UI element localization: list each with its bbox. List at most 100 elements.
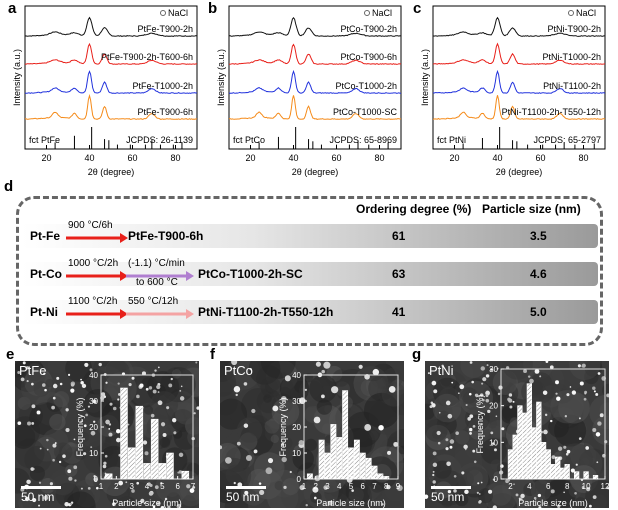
particle	[90, 430, 96, 436]
panel-letter-c: c	[413, 0, 422, 17]
background-blob	[461, 387, 478, 404]
particle	[487, 409, 491, 414]
particle	[17, 371, 21, 374]
particle	[505, 479, 509, 484]
x-tick-label: 8	[565, 482, 570, 491]
particle	[236, 441, 241, 446]
particle	[196, 406, 199, 410]
histogram-bar	[318, 439, 325, 480]
particle	[143, 502, 146, 505]
particle	[469, 432, 472, 435]
jcpds-label: JCPDS: 65-8969	[329, 135, 397, 145]
particle	[281, 395, 287, 402]
precursor-label: Pt-Co	[30, 267, 62, 281]
particle	[154, 485, 159, 490]
particle	[469, 414, 474, 419]
image-label-ptco: PtCo	[224, 363, 253, 378]
background-blob	[53, 391, 70, 408]
particle	[432, 480, 436, 484]
particle	[136, 481, 140, 485]
particle	[457, 392, 460, 395]
nacl-marker-icon	[364, 10, 370, 16]
particle	[596, 461, 599, 464]
particle	[459, 384, 465, 390]
background-blob	[322, 423, 333, 434]
particle	[315, 361, 321, 367]
background-blob	[159, 437, 171, 448]
particle	[31, 404, 36, 409]
particle	[46, 448, 49, 451]
particle	[551, 455, 556, 459]
particle	[463, 444, 468, 450]
particle	[563, 491, 566, 494]
particle	[178, 470, 183, 474]
particle	[588, 504, 592, 508]
particle	[131, 489, 135, 493]
haadf-image-ptni: PtNi 50 nm 2 4 6 8 10 12 0 10 20 30 Particle size …	[425, 361, 609, 508]
particle	[432, 470, 435, 473]
scale-label: 50 nm	[431, 490, 465, 504]
background-blob	[274, 480, 284, 491]
particle	[142, 440, 148, 445]
particle	[593, 390, 596, 393]
particle	[92, 399, 97, 404]
background-blob	[530, 479, 552, 501]
particle	[243, 423, 249, 428]
particle	[425, 494, 429, 499]
particle	[115, 429, 121, 434]
particle	[52, 383, 58, 389]
arrow-icon	[66, 309, 128, 319]
ordering-degree-value: 41	[392, 305, 406, 319]
particle	[595, 392, 599, 396]
particle	[157, 400, 163, 406]
particle	[152, 505, 156, 508]
particle	[592, 495, 597, 500]
histogram-bar	[330, 424, 337, 480]
x-tick-label: 8	[384, 482, 389, 491]
particle	[550, 489, 555, 494]
particle	[103, 461, 107, 465]
reference-label: fct PtFe	[29, 135, 60, 145]
x-tick-label: 4	[145, 482, 150, 491]
particle	[178, 452, 184, 458]
particle	[498, 385, 503, 390]
particle	[305, 503, 308, 507]
nacl-legend: NaCl	[168, 8, 188, 18]
particle	[529, 378, 534, 384]
panel-letter-b: b	[208, 0, 218, 17]
background-blob	[270, 434, 280, 444]
background-blob	[24, 445, 52, 473]
particle	[284, 375, 291, 382]
particle	[438, 411, 441, 414]
background-blob	[264, 418, 280, 434]
particle	[24, 496, 30, 502]
series-line	[229, 43, 401, 65]
particle	[141, 371, 146, 376]
particle	[451, 381, 454, 384]
particle	[22, 361, 26, 365]
particle	[364, 424, 372, 431]
particle	[432, 473, 435, 477]
particle	[571, 390, 577, 395]
histogram-bar	[120, 387, 128, 480]
particle	[52, 396, 56, 400]
particle	[172, 417, 177, 423]
background-blob	[487, 419, 497, 429]
particle	[176, 503, 182, 508]
ordering-degree-header: Ordering degree (%)	[356, 202, 472, 216]
histogram-chart: 1 2 3 4 5 6 7 8 9 0 10 20 30 40 Particle size (nm) Freq…	[278, 371, 401, 508]
particle	[537, 493, 542, 498]
x-tick-label: 5	[349, 482, 354, 491]
particle	[485, 398, 490, 403]
histogram-bar	[555, 456, 561, 480]
histogram-bar	[377, 473, 384, 480]
reference-label: fct PtCo	[233, 135, 265, 145]
particle	[550, 419, 553, 423]
particle	[388, 386, 396, 393]
particle	[249, 367, 252, 371]
y-axis-label: Intensity (a.u.)	[420, 49, 430, 106]
particle	[36, 410, 41, 415]
particle	[102, 464, 107, 469]
particle	[496, 367, 499, 370]
histogram-bar	[353, 439, 360, 480]
